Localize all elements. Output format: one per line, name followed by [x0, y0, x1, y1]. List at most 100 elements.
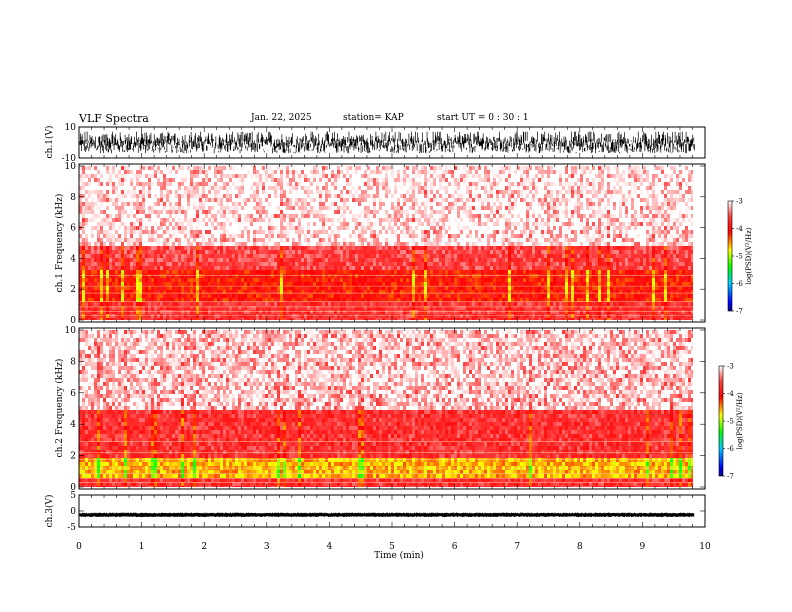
spectrogram-cell [220, 230, 223, 234]
spectrogram-cell [370, 226, 373, 230]
spectrogram-cell [136, 222, 139, 226]
spectrogram-cell [355, 198, 358, 202]
spectrogram-cell [124, 278, 127, 282]
spectrogram-cell [430, 214, 433, 218]
spectrogram-cell [394, 194, 397, 198]
spectrogram-cell [232, 218, 235, 222]
spectrogram-cell [85, 206, 88, 210]
spectrogram-cell [277, 262, 280, 266]
spectrogram-cell [142, 306, 145, 310]
spectrogram-cell [409, 218, 412, 222]
spectrogram-cell [373, 214, 376, 218]
spectrogram-cell [127, 234, 130, 238]
spectrogram-cell [316, 262, 319, 266]
spectrogram-cell [274, 310, 277, 314]
spectrogram-cell [385, 198, 388, 202]
spectrogram-cell [160, 298, 163, 302]
spectrogram-cell [151, 234, 154, 238]
spectrogram-cell [346, 310, 349, 314]
spectrogram-cell [310, 302, 313, 306]
spectrogram-cell [178, 286, 181, 290]
spectrogram-cell [145, 226, 148, 230]
spectrogram-cell [208, 178, 211, 182]
spectrogram-cell [358, 222, 361, 226]
spectrogram-cell [322, 214, 325, 218]
spectrogram-cell [97, 198, 100, 202]
spectrogram-cell [262, 234, 265, 238]
spectrogram-cell [229, 314, 232, 318]
spectrogram-cell [187, 318, 190, 320]
spectrogram-cell [229, 210, 232, 214]
spectrogram-cell [367, 202, 370, 206]
spectrogram-cell [376, 286, 379, 290]
spectrogram-cell [352, 170, 355, 174]
spectrogram-cell [220, 214, 223, 218]
spectrogram-cell [421, 302, 424, 306]
spectrogram-cell [268, 214, 271, 218]
spectrogram-cell [160, 214, 163, 218]
spectrogram-cell [277, 230, 280, 234]
spectrogram-cell [307, 286, 310, 290]
spectrogram-cell [169, 310, 172, 314]
spectrogram-cell [106, 210, 109, 214]
spectrogram-cell [289, 194, 292, 198]
spectrogram-cell [175, 234, 178, 238]
spectrogram-cell [112, 286, 115, 290]
spectrogram-cell [232, 170, 235, 174]
spectrogram-cell [313, 270, 316, 274]
spectrogram-cell [352, 290, 355, 294]
spectrogram-cell [250, 290, 253, 294]
spectrogram-cell [124, 294, 127, 298]
spectrogram-cell [415, 174, 418, 178]
spectrogram-cell [409, 214, 412, 218]
spectrogram-cell [274, 314, 277, 318]
spectrogram-cell [193, 282, 196, 286]
spectrogram-cell [82, 250, 85, 254]
spectrogram-cell [298, 226, 301, 230]
spectrogram-cell [283, 254, 286, 258]
spectrogram-cell [220, 246, 223, 250]
spectrogram-cell [226, 242, 229, 246]
spectrogram-cell [97, 270, 100, 274]
spectrogram-cell [427, 246, 430, 250]
spectrogram-cell [88, 298, 91, 302]
spectrogram-cell [88, 166, 91, 170]
spectrogram-cell [451, 198, 454, 202]
spectrogram-cell [145, 314, 148, 318]
spectrogram-cell [244, 290, 247, 294]
spectrogram-cell [406, 306, 409, 310]
spectrogram-cell [238, 258, 241, 262]
spectrogram-cell [214, 182, 217, 186]
spectrogram-cell [445, 270, 448, 274]
spectrogram-cell [145, 222, 148, 226]
spectrogram-cell [367, 190, 370, 194]
spectrogram-cell [202, 302, 205, 306]
spectrogram-cell [295, 246, 298, 250]
spectrogram-cell [424, 318, 427, 320]
spectrogram-cell [79, 298, 82, 302]
spectrogram-cell [265, 210, 268, 214]
spectrogram-cell [262, 186, 265, 190]
spectrogram-cell [88, 214, 91, 218]
spectrogram-cell [208, 266, 211, 270]
spectrogram-cell [181, 294, 184, 298]
spectrogram-cell [298, 166, 301, 170]
spectrogram-cell [145, 166, 148, 170]
spectrogram-cell [223, 254, 226, 258]
spectrogram-cell [94, 230, 97, 234]
spectrogram-cell [109, 230, 112, 234]
spectrogram-cell [112, 250, 115, 254]
spectrogram-cell [277, 238, 280, 242]
spectrogram-cell [178, 258, 181, 262]
spectrogram-cell [175, 194, 178, 198]
spectrogram-cell [376, 250, 379, 254]
spectrogram-cell [259, 266, 262, 270]
spectrogram-cell [262, 254, 265, 258]
spectrogram-cell [184, 206, 187, 210]
spectrogram-cell [358, 266, 361, 270]
spectrogram-cell [352, 310, 355, 314]
spectrogram-cell [397, 262, 400, 266]
spectrogram-cell [127, 210, 130, 214]
spectrogram-cell [349, 174, 352, 178]
spectrogram-cell [169, 218, 172, 222]
